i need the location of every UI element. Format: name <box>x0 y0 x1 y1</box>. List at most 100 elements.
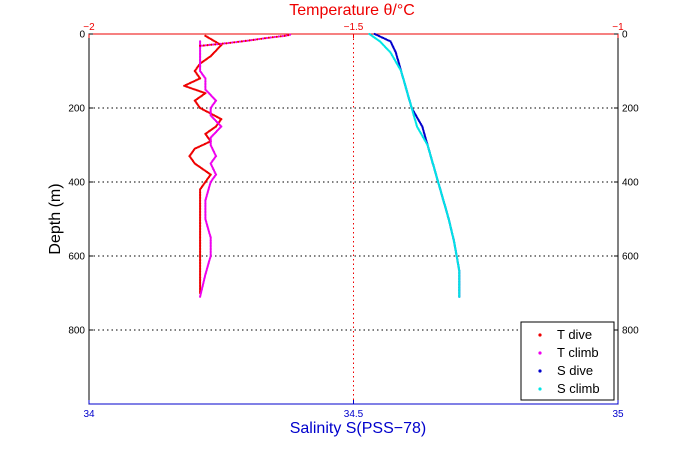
data-point <box>199 278 202 281</box>
data-point <box>199 259 202 262</box>
data-point <box>199 194 202 197</box>
data-point <box>199 233 202 236</box>
y-tick-label-right: 800 <box>622 326 639 337</box>
data-point <box>199 241 202 244</box>
data-point <box>227 41 230 45</box>
legend-marker-s-dive <box>538 369 542 373</box>
data-point <box>258 37 261 41</box>
data-point <box>256 38 259 41</box>
data-point <box>271 36 274 39</box>
y-tick-label-right: 200 <box>622 104 639 115</box>
data-point <box>199 207 202 210</box>
data-point <box>248 39 251 42</box>
data-point <box>204 216 207 219</box>
legend-marker-s-climb <box>538 387 542 391</box>
data-point <box>285 34 288 37</box>
data-point <box>199 281 202 284</box>
data-point <box>204 202 207 205</box>
legend-label-s-dive: S dive <box>557 363 593 378</box>
data-point <box>199 225 202 228</box>
axis-ticks: 0 0 200 200 400 400 600 600 800 800 −2 −1.5 −1 34 34.5… <box>68 22 639 420</box>
data-point <box>223 42 226 45</box>
grid-lines <box>89 34 618 404</box>
data-point <box>204 205 207 208</box>
data-point <box>209 245 212 248</box>
data-point <box>199 188 202 191</box>
data-point <box>204 208 207 211</box>
data-point <box>199 251 202 254</box>
data-point <box>252 38 255 42</box>
data-point <box>225 42 228 45</box>
data-point <box>199 230 202 233</box>
data-point <box>254 38 257 41</box>
data-point <box>279 35 282 38</box>
data-point <box>208 43 211 47</box>
data-point <box>199 189 202 193</box>
data-point <box>229 41 232 44</box>
data-point <box>458 292 461 295</box>
y-axis-title: Depth (m) <box>47 183 64 254</box>
data-point <box>204 80 207 83</box>
data-point <box>269 36 272 39</box>
data-point <box>199 204 202 207</box>
data-point <box>199 285 202 288</box>
data-point <box>262 37 265 40</box>
y-tick-label-left: 600 <box>68 252 85 263</box>
series-t-dive <box>183 34 223 295</box>
y-tick-label-right: 400 <box>622 178 639 189</box>
legend-label-s-climb: S climb <box>557 381 600 396</box>
data-point <box>210 43 213 46</box>
data-point <box>209 242 212 245</box>
data-point <box>246 39 249 42</box>
y-tick-label-left: 0 <box>79 30 85 41</box>
data-point <box>199 211 202 214</box>
data-point <box>288 33 292 36</box>
data-point <box>283 34 286 38</box>
data-point <box>242 40 245 43</box>
data-point <box>267 36 270 39</box>
data-point <box>275 35 278 38</box>
x-axis-title: Salinity S(PSS−78) <box>290 420 427 437</box>
data-point <box>209 239 212 242</box>
data-point <box>199 197 202 200</box>
data-point <box>199 248 202 251</box>
data-point <box>204 78 207 82</box>
data-point <box>265 36 268 40</box>
data-point <box>209 250 212 253</box>
data-point <box>204 44 207 47</box>
data-point <box>212 43 215 46</box>
data-point <box>202 44 205 47</box>
data-point <box>204 213 207 216</box>
data-point <box>206 44 209 47</box>
data-point <box>231 41 234 44</box>
data-point <box>214 43 217 46</box>
data-point <box>250 39 253 42</box>
data-point <box>219 42 222 45</box>
data-point <box>199 256 202 259</box>
data-point <box>199 274 202 278</box>
x-tick-label-bottom: 34 <box>83 409 95 420</box>
data-point <box>199 40 202 43</box>
legend-marker-t-climb <box>538 351 542 355</box>
data-point <box>281 35 284 38</box>
data-point <box>199 219 202 222</box>
legend: T dive T climb S dive S climb <box>520 321 615 401</box>
legend-label-t-dive: T dive <box>557 327 592 342</box>
data-point <box>199 262 202 265</box>
data-point <box>199 200 202 204</box>
data-point <box>458 280 461 283</box>
data-point <box>260 37 263 40</box>
data-point <box>457 266 460 269</box>
data-point <box>209 253 212 256</box>
data-point <box>216 43 219 46</box>
data-point <box>458 286 461 289</box>
data-point <box>244 39 247 43</box>
data-point <box>204 88 207 91</box>
data-point <box>368 32 371 36</box>
data-point <box>263 37 267 40</box>
data-point <box>200 44 204 47</box>
data-point <box>204 85 207 88</box>
data-point <box>458 274 461 277</box>
legend-box <box>520 321 615 401</box>
x-tick-label-top: −1.5 <box>344 22 364 33</box>
